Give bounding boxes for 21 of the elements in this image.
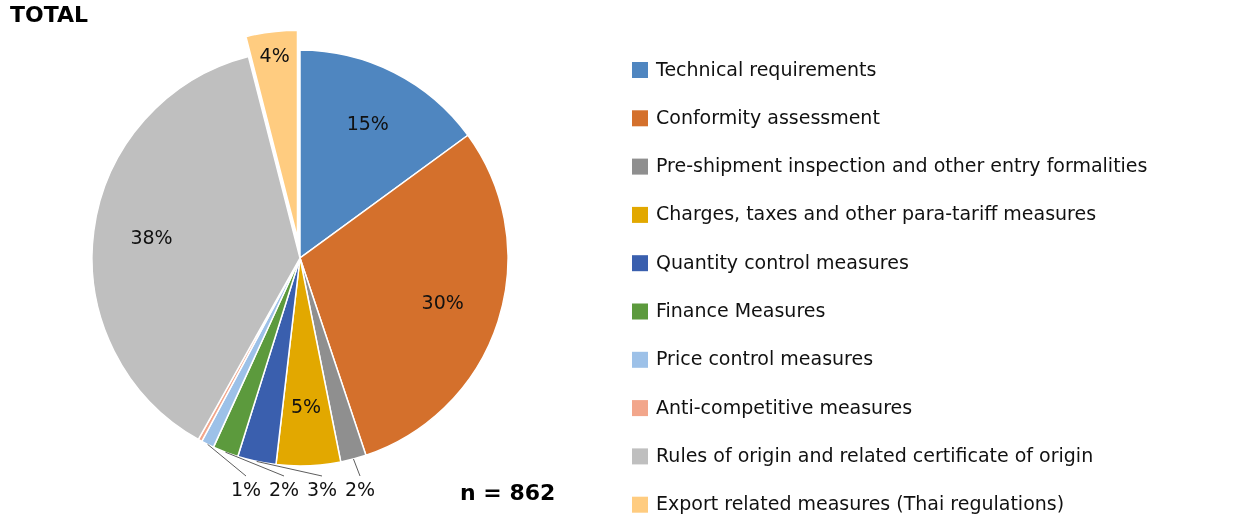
legend-label: Price control measures	[656, 347, 874, 370]
legend-label: Quantity control measures	[656, 250, 909, 273]
data-label: 4%	[259, 44, 290, 67]
data-label: 3%	[306, 477, 338, 500]
legend-label: Charges, taxes and other para-tariff measures	[656, 202, 1097, 225]
legend-label: Technical requirements	[655, 57, 877, 80]
data-label: 1%	[230, 477, 262, 500]
legend-label: Finance Measures	[656, 299, 826, 321]
text: n = 862	[460, 480, 556, 505]
legend-label: Conformity assessment	[656, 105, 880, 128]
legend-label: Rules of origin and related certificate of origin	[656, 443, 1094, 466]
data-label: 5%	[291, 395, 322, 418]
data-label: 30%	[421, 290, 464, 313]
data-label: 15%	[346, 111, 389, 134]
data-label: 2%	[268, 477, 300, 500]
data-label: 38%	[130, 226, 173, 249]
legend-label: Pre-shipment inspection and other entry formalities	[656, 154, 1148, 177]
legend-label: Anti-competitive measures	[656, 395, 913, 418]
chart-title: TOTAL	[10, 2, 89, 27]
data-label: 2%	[344, 477, 376, 500]
legend-label: Export related measures (Thai regulations)	[656, 492, 1065, 515]
